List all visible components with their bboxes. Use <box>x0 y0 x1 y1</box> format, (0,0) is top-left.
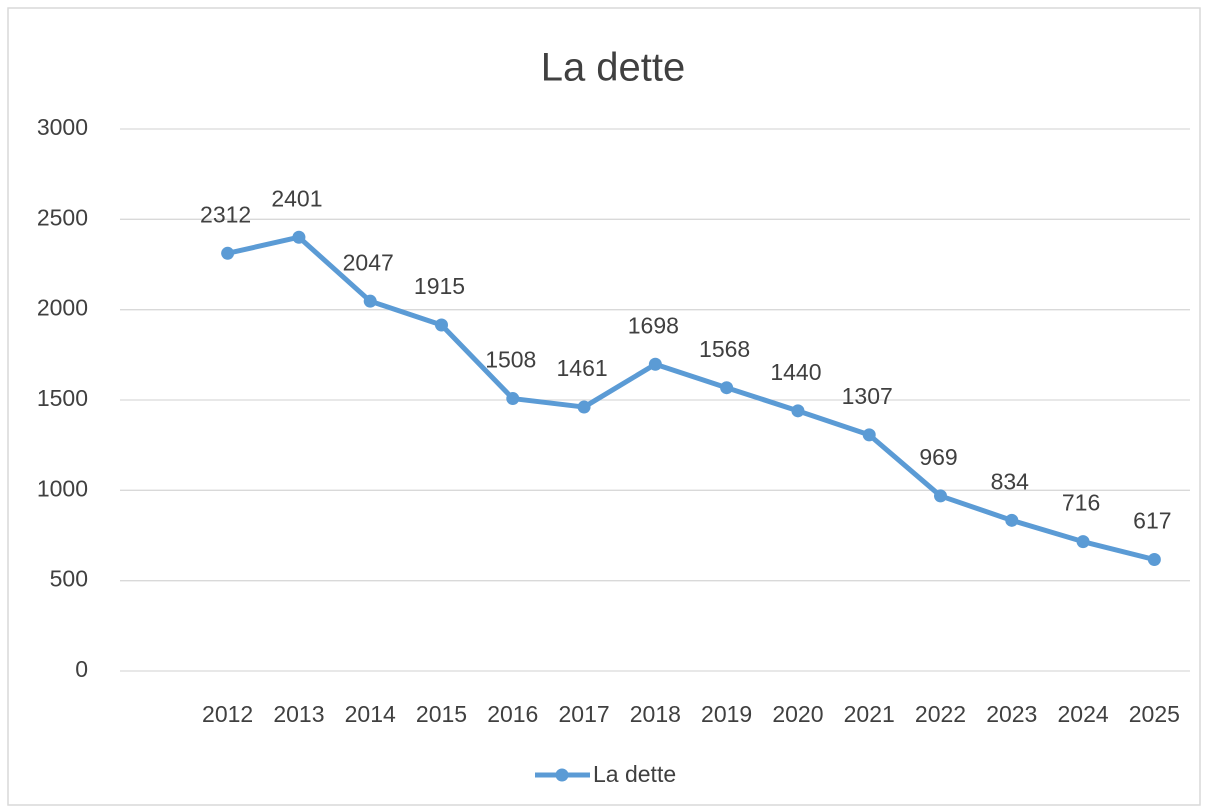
chart-border <box>7 7 1201 806</box>
series-line <box>227 234 1155 562</box>
x-tick-label: 2019 <box>701 701 752 727</box>
y-tick-label: 0 <box>75 656 88 682</box>
x-tick-label: 2018 <box>630 701 681 727</box>
data-label: 1915 <box>414 273 465 299</box>
y-tick-label: 2000 <box>37 295 88 321</box>
y-tick-label: 2500 <box>37 204 88 230</box>
data-point <box>720 381 734 395</box>
y-tick-label: 3000 <box>37 114 88 140</box>
data-point <box>1076 535 1090 549</box>
x-tick-label: 2022 <box>915 701 966 727</box>
data-point <box>791 404 805 418</box>
x-tick-label: 2017 <box>558 701 609 727</box>
data-label: 1508 <box>485 347 536 373</box>
data-label: 1568 <box>699 336 750 362</box>
x-tick-label: 2020 <box>772 701 823 727</box>
x-tick-label: 2025 <box>1129 701 1180 727</box>
x-tick-label: 2015 <box>416 701 467 727</box>
x-tick-label: 2012 <box>202 701 253 727</box>
data-point <box>577 400 591 414</box>
x-tick-label: 2021 <box>844 701 895 727</box>
data-point <box>506 392 520 406</box>
x-tick-label: 2016 <box>487 701 538 727</box>
data-point <box>1005 513 1019 527</box>
data-label: 1440 <box>770 359 821 385</box>
data-label: 834 <box>991 468 1030 494</box>
data-label: 2312 <box>200 201 251 227</box>
x-tick-label: 2023 <box>986 701 1037 727</box>
data-point <box>934 489 947 503</box>
legend-marker <box>555 768 569 782</box>
data-label: 1698 <box>628 312 679 338</box>
data-point <box>435 318 448 332</box>
chart-title: La dette <box>541 46 686 90</box>
data-label: 1307 <box>842 383 893 409</box>
data-point <box>648 357 662 371</box>
data-point <box>1147 553 1161 567</box>
x-tick-label: 2013 <box>273 701 324 727</box>
data-point <box>292 230 306 244</box>
y-tick-label: 1500 <box>37 385 88 411</box>
legend-label: La dette <box>593 761 676 787</box>
data-point <box>221 246 235 260</box>
x-tick-label: 2014 <box>345 701 396 727</box>
data-label: 716 <box>1062 490 1100 516</box>
data-point <box>363 294 377 308</box>
data-label: 2047 <box>343 249 394 275</box>
x-tick-label: 2024 <box>1057 701 1108 727</box>
y-tick-label: 1000 <box>37 475 88 501</box>
data-label: 2401 <box>271 185 322 211</box>
data-label: 1461 <box>556 355 607 381</box>
y-tick-label: 500 <box>50 566 88 592</box>
data-label: 617 <box>1133 508 1171 534</box>
data-point <box>862 428 876 442</box>
data-label: 969 <box>919 444 957 470</box>
